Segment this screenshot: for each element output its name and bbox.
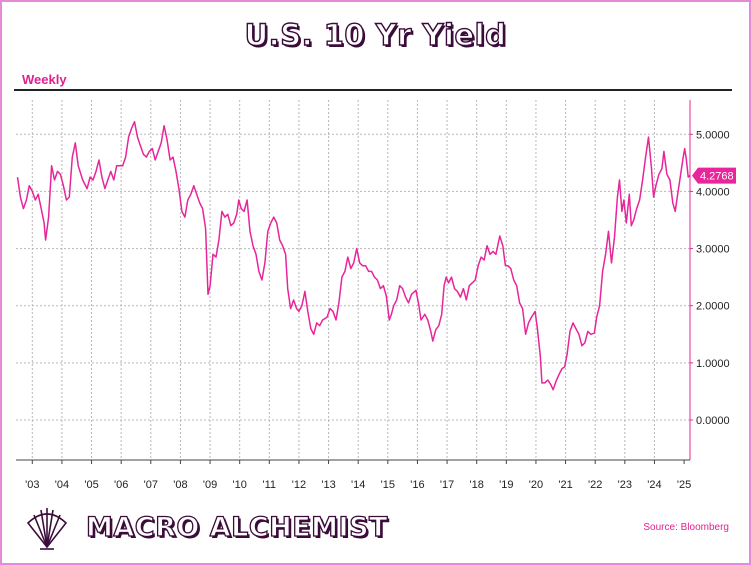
shell-fan-icon xyxy=(26,508,68,550)
x-tick-label: '13 xyxy=(321,479,335,491)
x-tick-label: '20 xyxy=(529,479,543,491)
x-tick-label: '03 xyxy=(25,479,39,491)
grid xyxy=(16,100,690,460)
x-tick-label: '22 xyxy=(588,479,602,491)
x-tick-label: '11 xyxy=(263,479,277,491)
x-tick-label: '19 xyxy=(499,479,513,491)
x-tick-label: '14 xyxy=(351,479,365,491)
x-tick-label: '06 xyxy=(114,479,128,491)
x-tick-label: '23 xyxy=(618,479,632,491)
y-tick-label: 3.0000 xyxy=(696,244,730,256)
title-rule xyxy=(14,89,732,91)
x-tick-label: '24 xyxy=(647,479,661,491)
x-tick-label: '16 xyxy=(410,479,424,491)
chart-canvas: '03 '04 '05 '06 '07 '08 '09 '10 '11 '12 '13 '14 '15 '… xyxy=(16,100,736,491)
y-tick-label: 5.0000 xyxy=(696,129,730,141)
x-tick-label: '15 xyxy=(381,479,395,491)
x-tick-label: '08 xyxy=(173,479,187,491)
x-tick-label: '12 xyxy=(292,479,306,491)
chart-title: U.S. 10 Yr Yield xyxy=(244,17,507,52)
y-tick-label: 1.0000 xyxy=(696,358,730,370)
y-tick-label: 0.0000 xyxy=(696,415,730,427)
y-tick-label: 4.0000 xyxy=(696,186,730,198)
x-tick-label: '09 xyxy=(203,479,217,491)
x-tick-label: '17 xyxy=(440,479,454,491)
x-tick-label: '05 xyxy=(84,479,98,491)
source-note: Source: Bloomberg xyxy=(643,522,729,533)
x-tick-label: '25 xyxy=(677,479,691,491)
brand: MACRO ALCHEMIST xyxy=(22,503,388,551)
x-tick-label: '04 xyxy=(55,479,69,491)
last-value-tag-bg xyxy=(692,167,736,184)
y-axis-ticks: 0.0000 1.0000 2.0000 3.0000 4.0000 5.0000 xyxy=(690,129,730,427)
y-tick-label: 2.0000 xyxy=(696,301,730,313)
x-axis-ticks: '03 '04 '05 '06 '07 '08 '09 '10 '11 '12 '13 '14 '15 '… xyxy=(25,460,691,491)
series-line-10yr-yield xyxy=(16,120,691,391)
last-value-label: 4.2768 xyxy=(700,171,734,183)
frequency-label: Weekly xyxy=(22,72,67,87)
last-value-tag: 4.2768 xyxy=(692,167,736,184)
x-tick-label: '18 xyxy=(470,479,484,491)
x-tick-label: '21 xyxy=(558,479,572,491)
brand-name: MACRO ALCHEMIST xyxy=(85,511,388,543)
x-tick-label: '10 xyxy=(233,479,247,491)
x-tick-label: '07 xyxy=(144,479,158,491)
